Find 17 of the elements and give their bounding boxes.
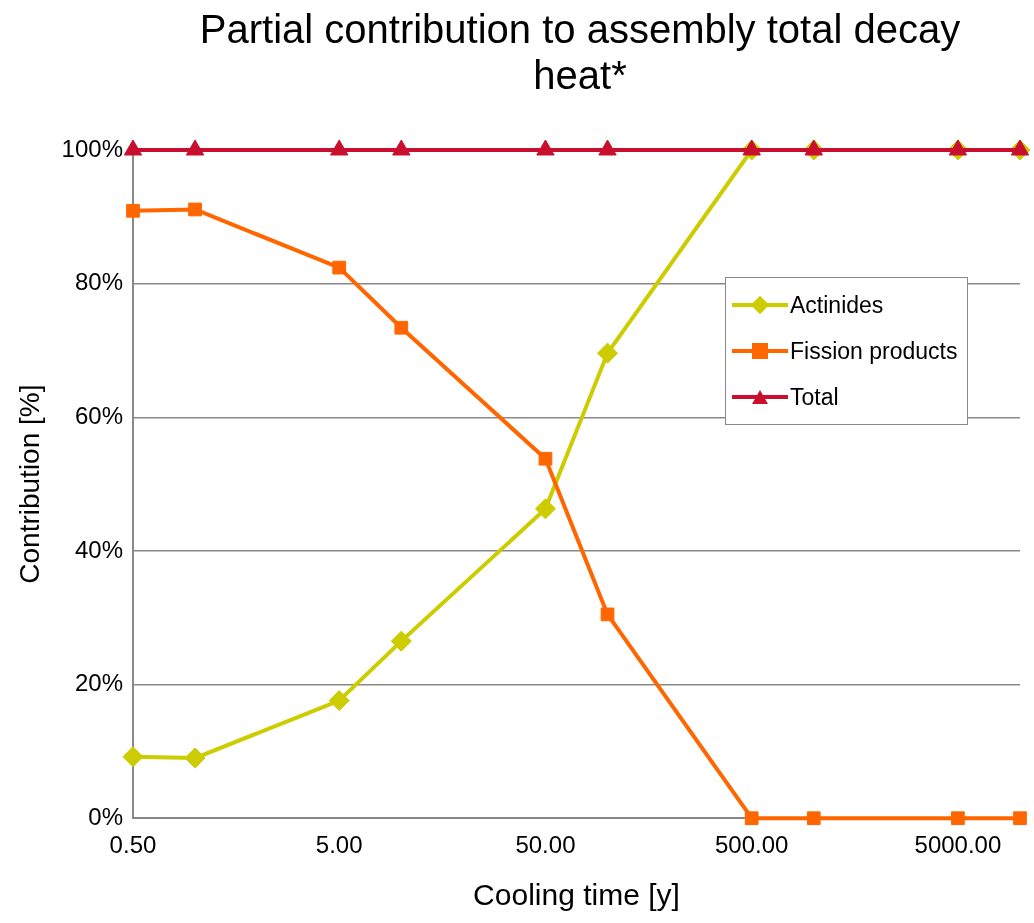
x-tick-label: 0.50 [109,831,157,859]
y-tick-label: 20% [74,669,123,697]
x-tick-label: 5.00 [315,831,363,859]
legend-label: Total [790,382,839,412]
x-axis-title: Cooling time [y] [473,878,680,912]
y-axis-title: Contribution [%] [13,384,45,584]
y-tick-label: 60% [74,401,123,429]
x-tick-label: 50.00 [515,831,576,859]
y-tick-label: 100% [61,134,123,162]
legend-label: Actinides [790,290,884,320]
x-tick-label: 5000.00 [914,831,1002,859]
x-tick-label: 500.00 [714,831,789,859]
y-tick-label: 40% [74,535,123,563]
legend-label: Fission products [790,336,958,366]
y-tick-label: 0% [88,802,123,830]
y-tick-label: 80% [74,268,123,296]
chart-title: Partial contribution to assembly total decay heat* [198,6,962,98]
